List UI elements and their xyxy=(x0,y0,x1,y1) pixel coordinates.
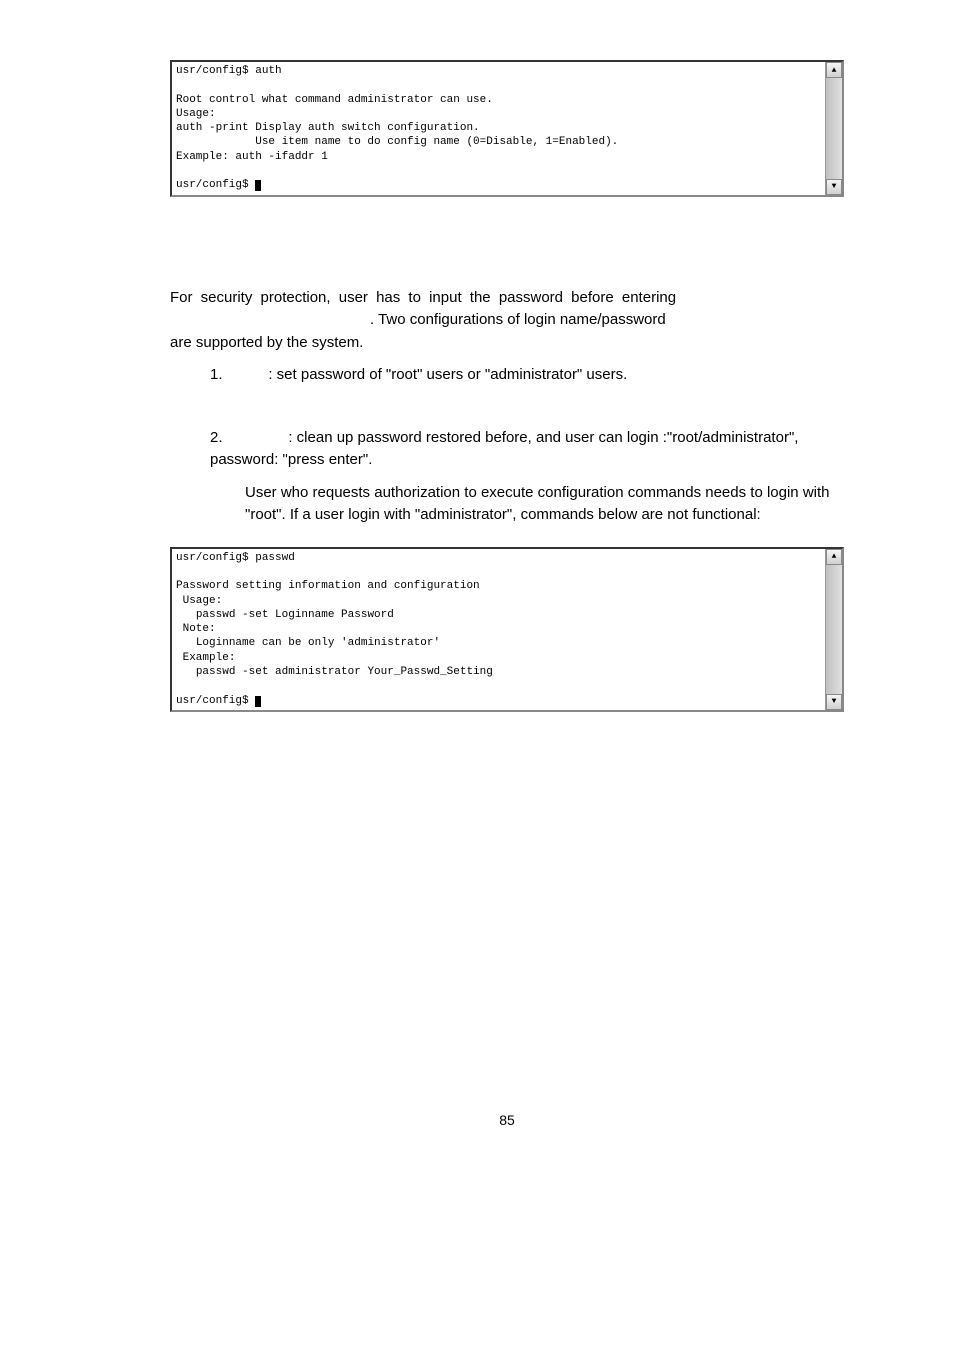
terminal-box-1: usr/config$ auth Root control what comma… xyxy=(170,60,844,197)
para1b-text: . Two configurations of login name/passw… xyxy=(370,311,666,328)
scrollbar-2[interactable]: ▲ ▼ xyxy=(825,549,842,710)
paragraph-1-line2: . Two configurations of login name/passw… xyxy=(170,309,844,332)
list-1-number: 1. xyxy=(210,364,240,387)
terminal-1-content: usr/config$ auth Root control what comma… xyxy=(176,64,824,193)
terminal-box-2: usr/config$ passwd Password setting info… xyxy=(170,547,844,712)
scroll-up-button-1[interactable]: ▲ xyxy=(826,62,842,78)
list-item-2: 2. : clean up password restored before, … xyxy=(210,427,844,472)
scroll-down-button-1[interactable]: ▼ xyxy=(826,179,842,195)
paragraph-1-line3: are supported by the system. xyxy=(170,332,844,355)
scroll-up-button-2[interactable]: ▲ xyxy=(826,549,842,565)
scroll-down-button-2[interactable]: ▼ xyxy=(826,694,842,710)
terminal-2-content: usr/config$ passwd Password setting info… xyxy=(176,551,824,708)
list-2-text: : clean up password restored before, and… xyxy=(210,429,798,469)
page-number: 85 xyxy=(170,1112,844,1128)
list-item-1: 1. : set password of "root" users or "ad… xyxy=(210,364,844,387)
paragraph-1-line1: For security protection, user has to inp… xyxy=(170,287,844,310)
list-1-text: : set password of "root" users or "admin… xyxy=(268,366,627,383)
page-container: usr/config$ auth Root control what comma… xyxy=(0,0,954,1168)
list-2-number: 2. xyxy=(210,427,240,450)
sub-paragraph-1: User who requests authorization to execu… xyxy=(245,482,844,527)
scrollbar-1[interactable]: ▲ ▼ xyxy=(825,62,842,195)
